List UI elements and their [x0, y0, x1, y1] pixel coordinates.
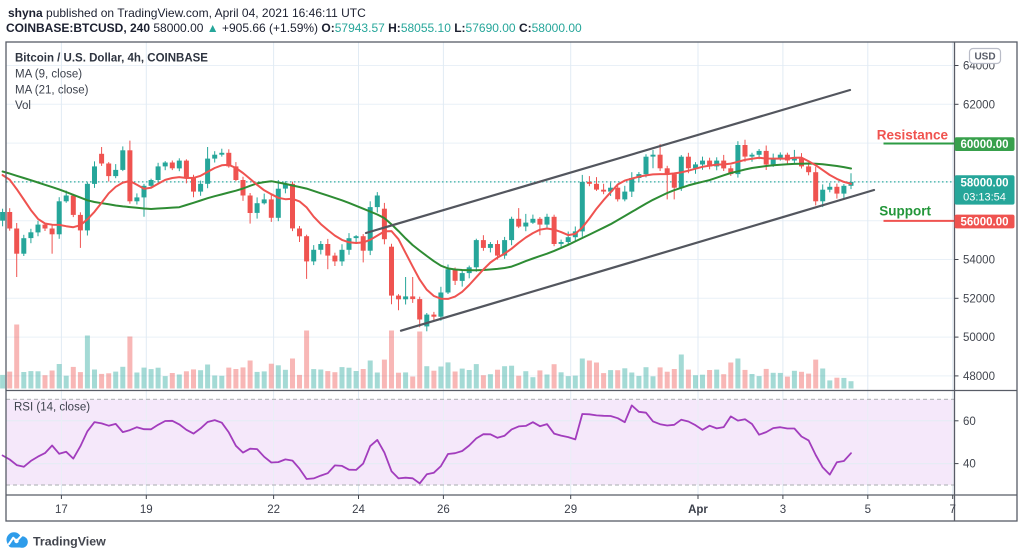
svg-text:5: 5 [865, 504, 871, 516]
svg-text:62000: 62000 [963, 99, 995, 111]
svg-text:58000.00: 58000.00 [961, 178, 1009, 190]
svg-text:50000: 50000 [963, 332, 995, 344]
svg-text:40: 40 [963, 459, 976, 471]
svg-text:60: 60 [963, 416, 976, 428]
svg-text:56000.00: 56000.00 [961, 216, 1009, 228]
svg-text:17: 17 [55, 504, 68, 516]
svg-text:22: 22 [267, 504, 280, 516]
svg-text:24: 24 [352, 504, 365, 516]
svg-text:26: 26 [437, 504, 450, 516]
svg-text:COINBASE:BTCUSD, 240 58000.00: COINBASE:BTCUSD, 240 58000.00 ▲ +905.66 … [6, 21, 582, 35]
svg-text:RSI (14, close): RSI (14, close) [14, 402, 90, 414]
svg-text:54000: 54000 [963, 255, 995, 267]
svg-text:48000: 48000 [963, 371, 995, 383]
svg-text:7: 7 [949, 504, 955, 516]
svg-text:29: 29 [564, 504, 577, 516]
svg-text:52000: 52000 [963, 293, 995, 305]
svg-text:3: 3 [780, 504, 786, 516]
svg-text:Bitcoin / U.S. Dollar, 4h, COI: Bitcoin / U.S. Dollar, 4h, COINBASE [15, 53, 208, 65]
svg-text:MA (21, close): MA (21, close) [15, 85, 89, 97]
svg-text:Support: Support [879, 204, 931, 219]
svg-text:Apr: Apr [688, 504, 708, 516]
svg-text:USD: USD [974, 52, 995, 63]
svg-text:TradingView: TradingView [33, 535, 106, 549]
svg-text:03:13:54: 03:13:54 [963, 192, 1006, 204]
svg-text:60000.00: 60000.00 [961, 139, 1009, 151]
svg-text:19: 19 [140, 504, 153, 516]
svg-text:shyna published on TradingView: shyna published on TradingView.com, Apri… [8, 6, 366, 20]
svg-text:MA (9, close): MA (9, close) [15, 69, 82, 81]
svg-text:Vol: Vol [15, 100, 31, 112]
svg-text:Resistance: Resistance [877, 128, 949, 143]
